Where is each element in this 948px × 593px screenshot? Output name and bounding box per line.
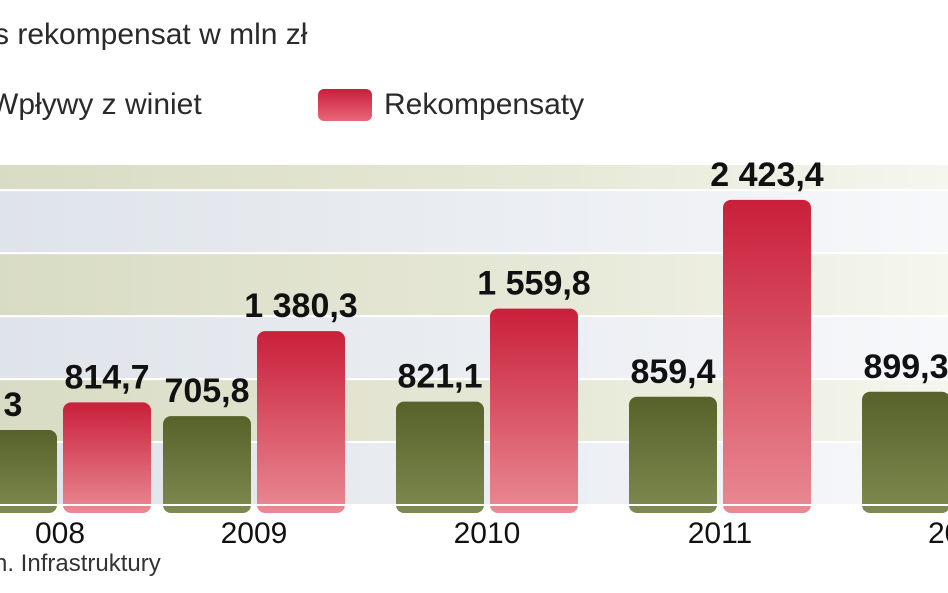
year-label-2008: 008: [35, 517, 85, 550]
bar-vignettes-2008: [0, 430, 57, 513]
year-label-2011: 2011: [688, 517, 753, 550]
bars: [0, 199, 948, 513]
bar-vignettes-2010: [396, 401, 484, 513]
bar-compensation-2010: [490, 308, 578, 513]
year-label-2009: 2009: [221, 517, 288, 550]
legend-label-compensation: Rekompensaty: [384, 88, 585, 121]
bar-vignettes-2012: [862, 391, 948, 513]
value-label: 1 559,8: [477, 265, 590, 303]
chart-title: s rekompensat w mln zł: [0, 18, 308, 51]
source-note: n. Infrastruktury: [0, 550, 161, 577]
value-label: 705,8: [164, 372, 249, 410]
year-label-2012: 201: [928, 517, 948, 550]
bar-compensation-2011: [723, 199, 811, 513]
legend-item-compensation: Rekompensaty: [318, 88, 584, 122]
bar-compensation-2008: [63, 402, 151, 513]
legend-item-vignettes: Wpływy z winiet: [0, 88, 202, 122]
value-label: 814,7: [64, 358, 149, 396]
year-label-2010: 2010: [454, 517, 521, 550]
value-label: 2 423,4: [710, 156, 824, 194]
bar-vignettes-2011: [629, 396, 717, 513]
value-label: 859,4: [630, 353, 715, 391]
value-labels: 3 814,7 705,8 1 380,3 821,1 1 559,8 859,4 2 423…: [4, 156, 948, 424]
value-label: 1 380,3: [244, 287, 357, 325]
year-labels: 008 2009 2010 2011 201: [35, 517, 948, 550]
value-label: 3: [4, 386, 23, 424]
bar-compensation-2009: [257, 331, 345, 513]
legend-label-vignettes: Wpływy z winiet: [0, 88, 202, 121]
bar-vignettes-2009: [163, 416, 251, 513]
value-label: 899,3: [863, 348, 948, 386]
background-band: [0, 165, 948, 191]
value-label: 821,1: [397, 358, 482, 396]
legend-swatch-compensation: [318, 89, 372, 121]
